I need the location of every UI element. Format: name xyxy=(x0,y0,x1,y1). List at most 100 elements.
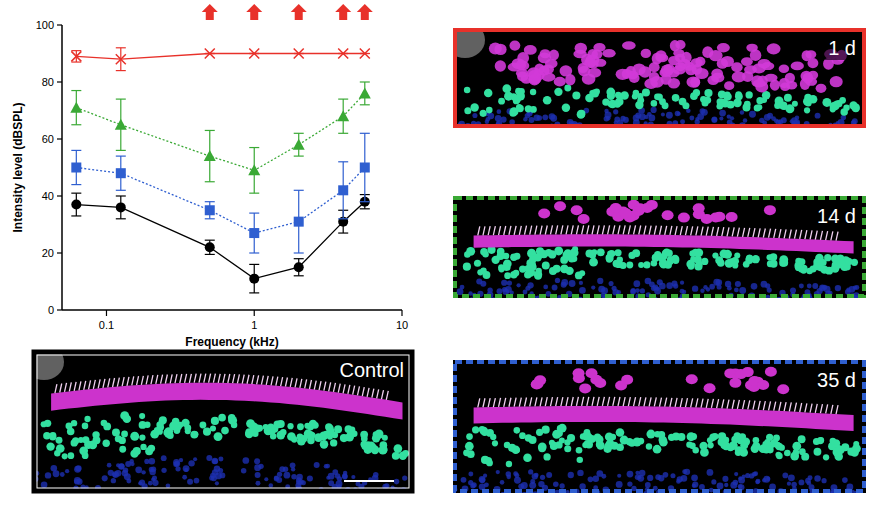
stereocilia xyxy=(774,402,776,411)
nucleus xyxy=(149,469,155,475)
error-cap xyxy=(205,130,215,131)
stereocilia xyxy=(314,381,316,390)
nucleus xyxy=(617,474,621,478)
stereocilia xyxy=(748,228,750,237)
stereocilia xyxy=(753,228,755,237)
nucleus xyxy=(699,484,705,490)
stereocilia xyxy=(353,386,355,395)
stereocilia xyxy=(602,397,604,406)
nucleus xyxy=(529,482,536,489)
nucleus xyxy=(719,116,723,120)
stereocilia xyxy=(587,397,589,406)
nucleus xyxy=(597,278,603,284)
hair-cell xyxy=(668,78,680,89)
supporting-cell xyxy=(477,269,483,275)
hair-cell xyxy=(764,74,777,82)
nucleus xyxy=(815,113,821,119)
supporting-cell xyxy=(651,100,658,107)
supporting-cell xyxy=(504,92,513,101)
stereocilia xyxy=(644,226,646,235)
supporting-cell xyxy=(620,436,629,445)
nucleus xyxy=(735,281,741,287)
supporting-cell xyxy=(513,98,520,105)
stereocilia xyxy=(769,401,771,410)
supporting-cell xyxy=(734,252,740,258)
supporting-cell xyxy=(93,436,101,444)
tissue xyxy=(453,367,866,493)
error-bar xyxy=(205,240,215,254)
nucleus xyxy=(542,114,548,120)
nucleus xyxy=(755,479,760,484)
nucleus xyxy=(540,475,545,480)
marker xyxy=(248,164,260,175)
stereocilia xyxy=(65,383,67,392)
nucleus xyxy=(561,282,567,288)
supporting-cell xyxy=(626,262,633,269)
supporting-cell xyxy=(704,89,712,97)
marker xyxy=(205,49,215,59)
supporting-cell xyxy=(297,437,306,446)
stereocilia xyxy=(504,398,506,407)
marker xyxy=(360,163,370,173)
supporting-cell xyxy=(62,453,68,459)
supporting-cell xyxy=(836,446,845,455)
error-cap xyxy=(116,150,126,151)
error-cap xyxy=(205,218,215,219)
nucleus xyxy=(335,473,340,478)
stereocilia xyxy=(488,398,490,407)
panel-inner-frame xyxy=(37,355,409,488)
supporting-cell xyxy=(696,261,702,267)
supporting-cell xyxy=(203,428,211,436)
nucleus xyxy=(807,284,812,289)
hair-cell xyxy=(777,384,789,394)
supporting-cell xyxy=(804,107,810,113)
scale-bar xyxy=(344,480,394,482)
error-bar xyxy=(205,130,215,181)
y-tick-label: 60 xyxy=(42,133,54,145)
supporting-cell xyxy=(304,429,313,438)
supporting-cell xyxy=(68,452,75,459)
stereocilia xyxy=(141,376,143,385)
marker xyxy=(71,51,81,61)
error-cap xyxy=(249,264,259,265)
error-cap xyxy=(116,98,126,99)
supporting-cell xyxy=(325,423,333,431)
supporting-cell xyxy=(190,431,198,439)
error-bar xyxy=(294,259,304,276)
stereocilia xyxy=(247,375,249,384)
supporting-cell xyxy=(492,440,498,446)
stereocilia xyxy=(550,397,552,406)
supporting-cell xyxy=(543,96,552,105)
nucleus xyxy=(342,474,348,480)
nucleus xyxy=(206,455,212,461)
supporting-cell xyxy=(542,426,550,434)
nucleus xyxy=(314,462,320,468)
supporting-cell xyxy=(291,436,297,442)
error-bar xyxy=(116,156,126,190)
error-cap xyxy=(116,218,126,219)
stereocilia xyxy=(576,225,578,234)
error-cap xyxy=(294,133,304,134)
marker xyxy=(71,163,81,173)
nucleus xyxy=(724,483,728,487)
error-cap xyxy=(360,81,370,82)
error-cap xyxy=(249,193,259,194)
nucleus xyxy=(60,472,65,477)
supporting-cell xyxy=(466,433,473,440)
hair-cell xyxy=(693,203,705,213)
error-cap xyxy=(294,275,304,276)
nucleus xyxy=(175,466,180,471)
supporting-cell xyxy=(280,429,287,436)
stereocilia xyxy=(175,374,177,383)
error-cap xyxy=(360,104,370,105)
stereocilia xyxy=(597,225,599,234)
nucleus xyxy=(692,481,698,487)
hair-cell xyxy=(752,64,766,74)
nucleus xyxy=(635,288,640,293)
stereocilia xyxy=(613,225,615,234)
hair-cell xyxy=(807,58,818,68)
nucleus xyxy=(328,473,335,480)
stereocilia xyxy=(561,397,563,406)
supporting-cell xyxy=(503,263,511,271)
nucleus xyxy=(734,288,739,293)
